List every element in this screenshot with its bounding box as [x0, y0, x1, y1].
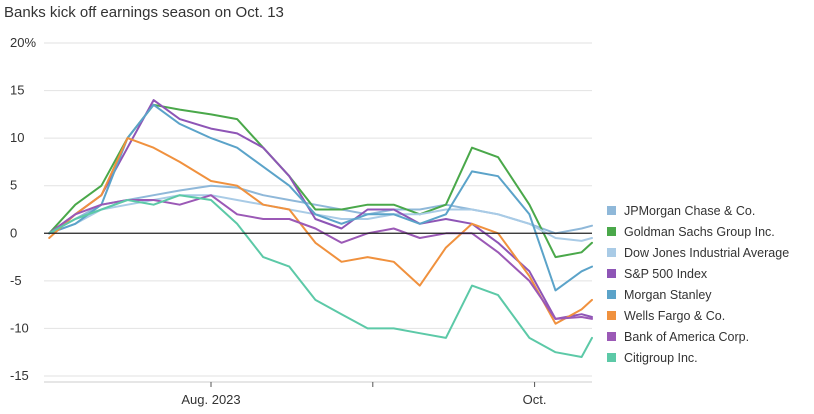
- series-line-2: [48, 103, 593, 259]
- legend-swatch: [607, 311, 616, 320]
- y-tick-label: -15: [10, 368, 29, 383]
- y-tick-label: 15: [10, 83, 24, 98]
- legend-swatch: [607, 206, 616, 215]
- legend-label: JPMorgan Chase & Co.: [624, 204, 755, 218]
- legend: JPMorgan Chase & Co. Goldman Sachs Group …: [607, 204, 789, 365]
- legend-label: Citigroup Inc.: [624, 351, 698, 365]
- y-tick-label: -10: [10, 320, 29, 335]
- series-line-5: [48, 103, 593, 292]
- legend-label: Morgan Stanley: [624, 288, 712, 302]
- series-line-4: [48, 99, 593, 320]
- legend-label: S&P 500 Index: [624, 267, 708, 281]
- y-tick-label: 10: [10, 130, 24, 145]
- x-tick-label: Oct.: [523, 392, 547, 407]
- x-tick-label: Aug. 2023: [181, 392, 240, 407]
- legend-label: Bank of America Corp.: [624, 330, 749, 344]
- y-tick-label: 5: [10, 178, 17, 193]
- legend-swatch: [607, 269, 616, 278]
- x-axis: Aug. 2023 Oct.: [44, 381, 592, 407]
- legend-swatch: [607, 227, 616, 236]
- series-lines: [48, 99, 593, 358]
- legend-swatch: [607, 353, 616, 362]
- y-tick-label: 20%: [10, 35, 36, 50]
- y-axis: 20% 15 10 5 0 -5 -10 -15: [10, 35, 36, 383]
- legend-swatch: [607, 290, 616, 299]
- legend-label: Dow Jones Industrial Average: [624, 246, 789, 260]
- series-line-3: [48, 194, 593, 242]
- legend-swatch: [607, 248, 616, 257]
- y-tick-label: -5: [10, 273, 22, 288]
- y-tick-label: 0: [10, 225, 17, 240]
- legend-swatch: [607, 332, 616, 341]
- series-line-6: [48, 137, 593, 325]
- series-line-8: [48, 194, 593, 358]
- grid-lines: [44, 42, 592, 377]
- legend-label: Goldman Sachs Group Inc.: [624, 225, 775, 239]
- legend-label: Wells Fargo & Co.: [624, 309, 725, 323]
- series-line-7: [48, 194, 593, 320]
- chart-title: Banks kick off earnings season on Oct. 1…: [4, 4, 284, 21]
